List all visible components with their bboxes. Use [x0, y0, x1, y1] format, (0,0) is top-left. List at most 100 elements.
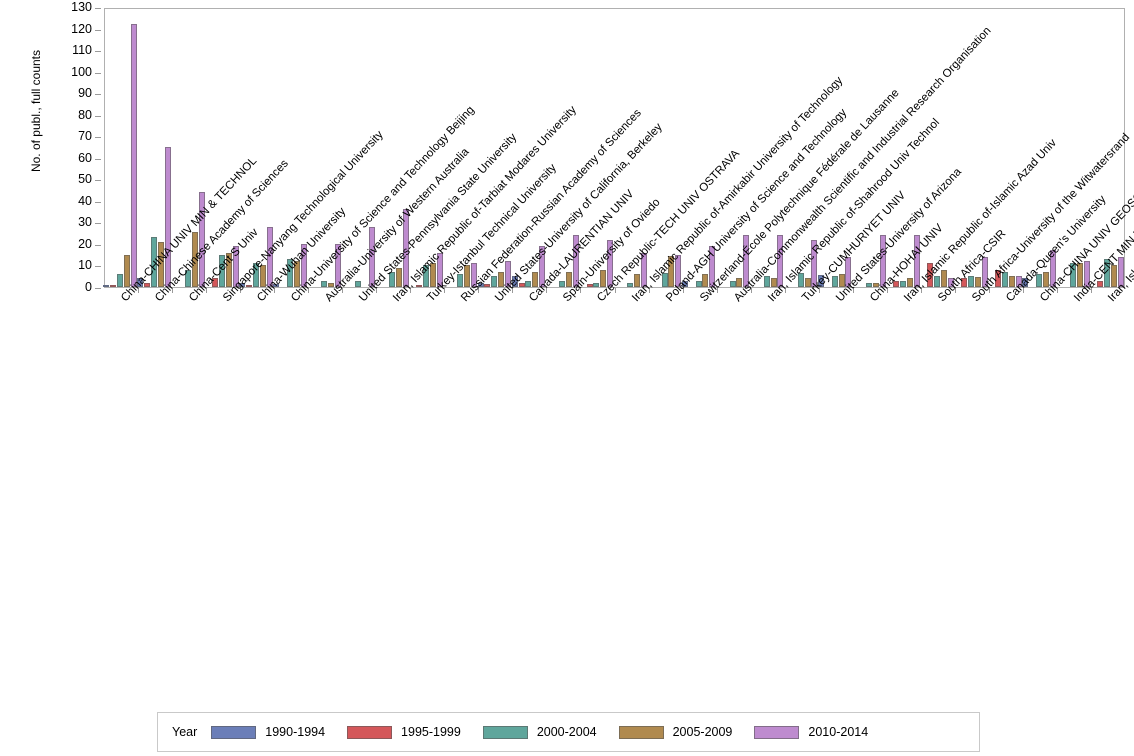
bar[interactable] — [586, 283, 593, 287]
bar[interactable] — [157, 241, 164, 287]
bar[interactable] — [940, 269, 947, 287]
bar[interactable] — [532, 271, 539, 287]
bar[interactable] — [743, 235, 750, 287]
bar[interactable] — [430, 263, 437, 287]
bar[interactable] — [477, 282, 484, 287]
bar[interactable] — [1076, 263, 1083, 287]
legend-item[interactable]: 1990-1994 — [211, 725, 325, 739]
legend-item[interactable]: 2010-2014 — [754, 725, 868, 739]
bar[interactable] — [933, 276, 940, 287]
bar[interactable] — [811, 239, 818, 287]
bar[interactable] — [1110, 265, 1117, 287]
bar[interactable] — [695, 280, 702, 287]
legend-item[interactable]: 2000-2004 — [482, 725, 597, 739]
bar[interactable] — [300, 243, 307, 287]
bar[interactable] — [498, 271, 505, 287]
bar[interactable] — [369, 226, 375, 287]
bar[interactable] — [817, 275, 824, 287]
bar[interactable] — [403, 209, 410, 287]
bar[interactable] — [437, 252, 444, 287]
bar[interactable] — [831, 276, 838, 287]
bar[interactable] — [729, 280, 736, 287]
bar[interactable] — [913, 235, 920, 287]
bar[interactable] — [525, 280, 532, 287]
bar[interactable] — [1001, 271, 1008, 287]
bar[interactable] — [1015, 276, 1022, 287]
bar[interactable] — [416, 284, 423, 287]
bar[interactable] — [117, 274, 123, 287]
bar[interactable] — [661, 273, 668, 287]
bar[interactable] — [675, 254, 682, 287]
bar[interactable] — [491, 276, 498, 287]
bar[interactable] — [539, 246, 546, 287]
bar[interactable] — [763, 276, 770, 287]
bar[interactable] — [260, 265, 267, 287]
bar[interactable] — [967, 276, 974, 287]
bar[interactable] — [777, 235, 784, 287]
bar[interactable] — [770, 278, 777, 287]
bar[interactable] — [1117, 256, 1124, 287]
bar[interactable] — [185, 269, 192, 287]
bar[interactable] — [232, 246, 239, 287]
bar[interactable] — [838, 274, 845, 287]
bar[interactable] — [681, 280, 688, 287]
bar[interactable] — [736, 278, 743, 287]
bar[interactable] — [212, 278, 219, 287]
bar[interactable] — [484, 283, 491, 287]
bar[interactable] — [1008, 276, 1015, 287]
bar[interactable] — [981, 256, 988, 287]
bar[interactable] — [239, 282, 246, 287]
bar[interactable] — [906, 278, 913, 287]
bar[interactable] — [191, 232, 198, 287]
bar[interactable] — [1069, 263, 1076, 287]
legend-item[interactable]: 1995-1999 — [347, 725, 461, 739]
bar[interactable] — [103, 284, 110, 287]
bar[interactable] — [702, 274, 709, 287]
bar[interactable] — [641, 252, 648, 287]
bar[interactable] — [219, 254, 226, 287]
bar[interactable] — [872, 282, 879, 287]
bar[interactable] — [355, 280, 362, 287]
bar[interactable] — [137, 278, 144, 287]
bar[interactable] — [287, 259, 294, 287]
bar[interactable] — [123, 254, 130, 287]
bar[interactable] — [600, 269, 607, 287]
bar[interactable] — [974, 277, 981, 287]
bar[interactable] — [1103, 259, 1110, 287]
bar[interactable] — [845, 256, 852, 287]
bar[interactable] — [559, 280, 566, 287]
bar[interactable] — [892, 280, 899, 287]
bar[interactable] — [668, 255, 675, 287]
bar[interactable] — [926, 263, 933, 287]
bar[interactable] — [144, 282, 151, 287]
legend-item[interactable]: 2005-2009 — [618, 725, 732, 739]
bar[interactable] — [225, 252, 232, 287]
bar[interactable] — [321, 280, 328, 287]
bar[interactable] — [607, 239, 614, 287]
bar[interactable] — [328, 282, 335, 287]
bar[interactable] — [1035, 274, 1042, 287]
bar[interactable] — [457, 274, 464, 287]
bar[interactable] — [1042, 271, 1049, 287]
bar[interactable] — [505, 261, 512, 287]
bar[interactable] — [246, 284, 253, 287]
bar[interactable] — [471, 263, 478, 287]
bar[interactable] — [253, 263, 260, 287]
bar[interactable] — [273, 283, 280, 287]
bar[interactable] — [266, 226, 273, 287]
bar[interactable] — [994, 269, 1001, 287]
bar[interactable] — [1022, 278, 1029, 287]
bar[interactable] — [423, 265, 430, 287]
bar[interactable] — [627, 282, 634, 287]
bar[interactable] — [1049, 250, 1056, 287]
bar[interactable] — [389, 271, 396, 287]
bar[interactable] — [151, 237, 158, 287]
bar[interactable] — [593, 282, 600, 287]
bar[interactable] — [573, 235, 580, 287]
bar[interactable] — [464, 265, 471, 287]
bar[interactable] — [879, 235, 886, 287]
bar[interactable] — [396, 267, 403, 287]
bar[interactable] — [511, 276, 518, 287]
bar[interactable] — [566, 271, 573, 287]
bar[interactable] — [518, 282, 525, 287]
